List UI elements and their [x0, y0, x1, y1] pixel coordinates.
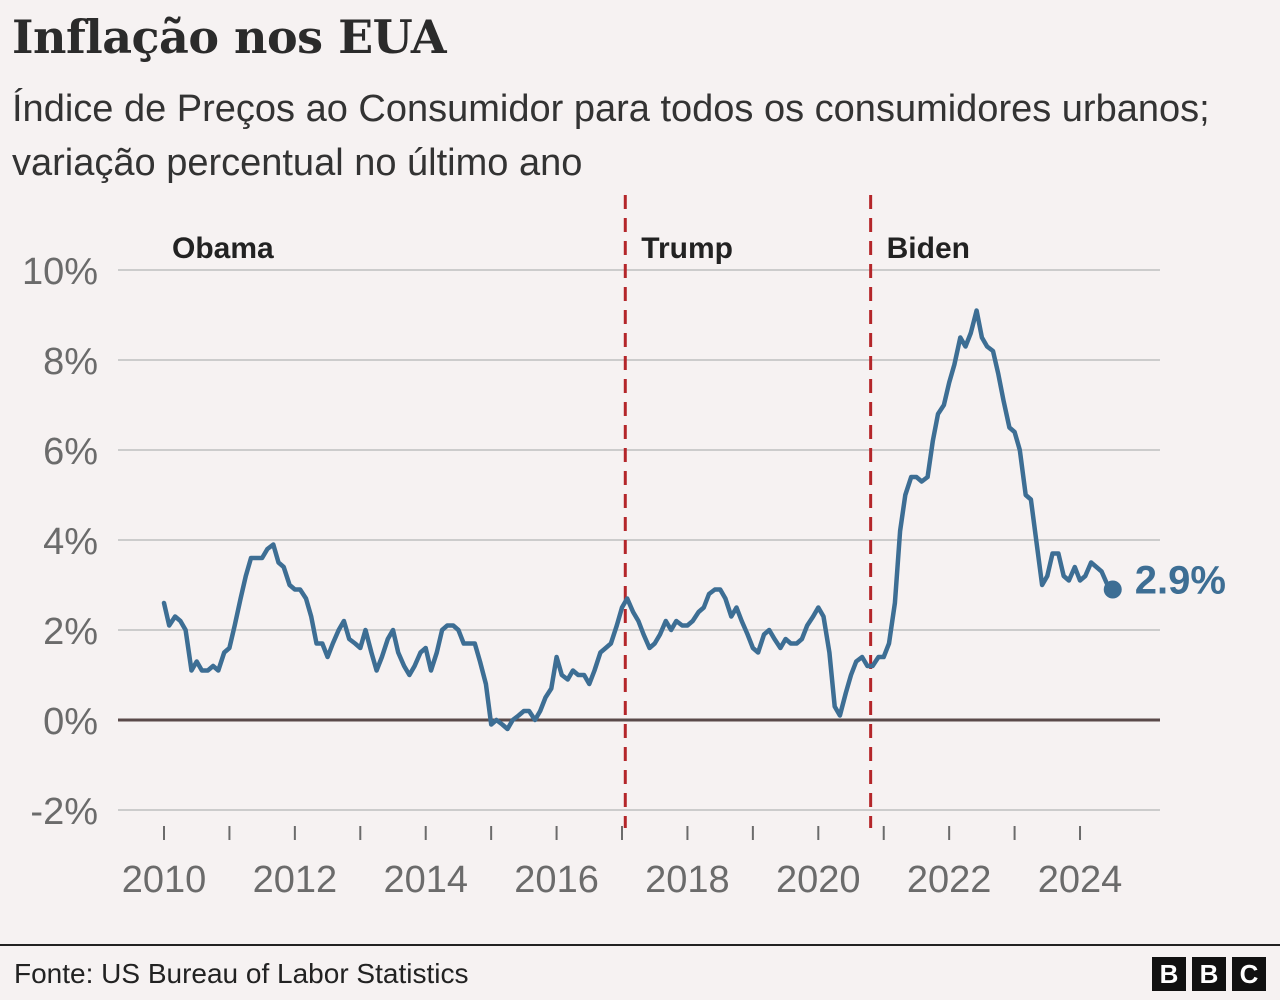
- x-tick-label: 2016: [514, 859, 599, 901]
- x-tick-label: 2018: [645, 859, 730, 901]
- y-tick-label: 0%: [43, 701, 98, 743]
- presidency-label-biden: Biden: [887, 232, 970, 265]
- series-layer: [161, 308, 1122, 732]
- y-tick-label: 4%: [43, 521, 98, 563]
- x-tick-label: 2014: [383, 859, 468, 901]
- y-tick-label: 10%: [22, 251, 98, 293]
- chart-subtitle: Índice de Preços ao Consumidor para todo…: [12, 88, 1210, 184]
- bbc-logo: B B C: [1152, 957, 1266, 991]
- x-tick-label: 2022: [907, 859, 992, 901]
- label-layer: Obama Trump Biden 2.9%: [172, 232, 1226, 603]
- x-tick-label: 2024: [1038, 859, 1123, 901]
- chart-title: Inflação nos EUA: [12, 10, 447, 64]
- line-chart: -2% 0% 2% 4% 6% 8% 10% 2010 2012 2014 2016 2018 2020…: [22, 195, 1226, 901]
- presidency-label-obama: Obama: [172, 232, 274, 265]
- logo-letter-c: C: [1232, 957, 1266, 991]
- source-note: Fonte: US Bureau of Labor Statistics: [14, 958, 469, 989]
- grid-layer: -2% 0% 2% 4% 6% 8% 10% 2010 2012 2014 2016 2018 2020…: [22, 251, 1160, 901]
- presidency-dividers: [623, 195, 873, 828]
- y-tick-label: -2%: [30, 791, 98, 833]
- logo-letter-b1: B: [1152, 957, 1186, 991]
- x-tick-label: 2020: [776, 859, 861, 901]
- presidency-label-trump: Trump: [641, 232, 733, 265]
- x-tick-label: 2012: [253, 859, 338, 901]
- y-tick-label: 8%: [43, 341, 98, 383]
- end-point-marker: [1103, 580, 1122, 599]
- y-tick-label: 6%: [43, 431, 98, 473]
- x-tick-label: 2010: [122, 859, 207, 901]
- logo-letter-b2: B: [1192, 957, 1226, 991]
- y-tick-label: 2%: [43, 611, 98, 653]
- end-value-label: 2.9%: [1135, 559, 1226, 603]
- footer-divider: [0, 944, 1280, 946]
- series-line-0: [161, 308, 1115, 732]
